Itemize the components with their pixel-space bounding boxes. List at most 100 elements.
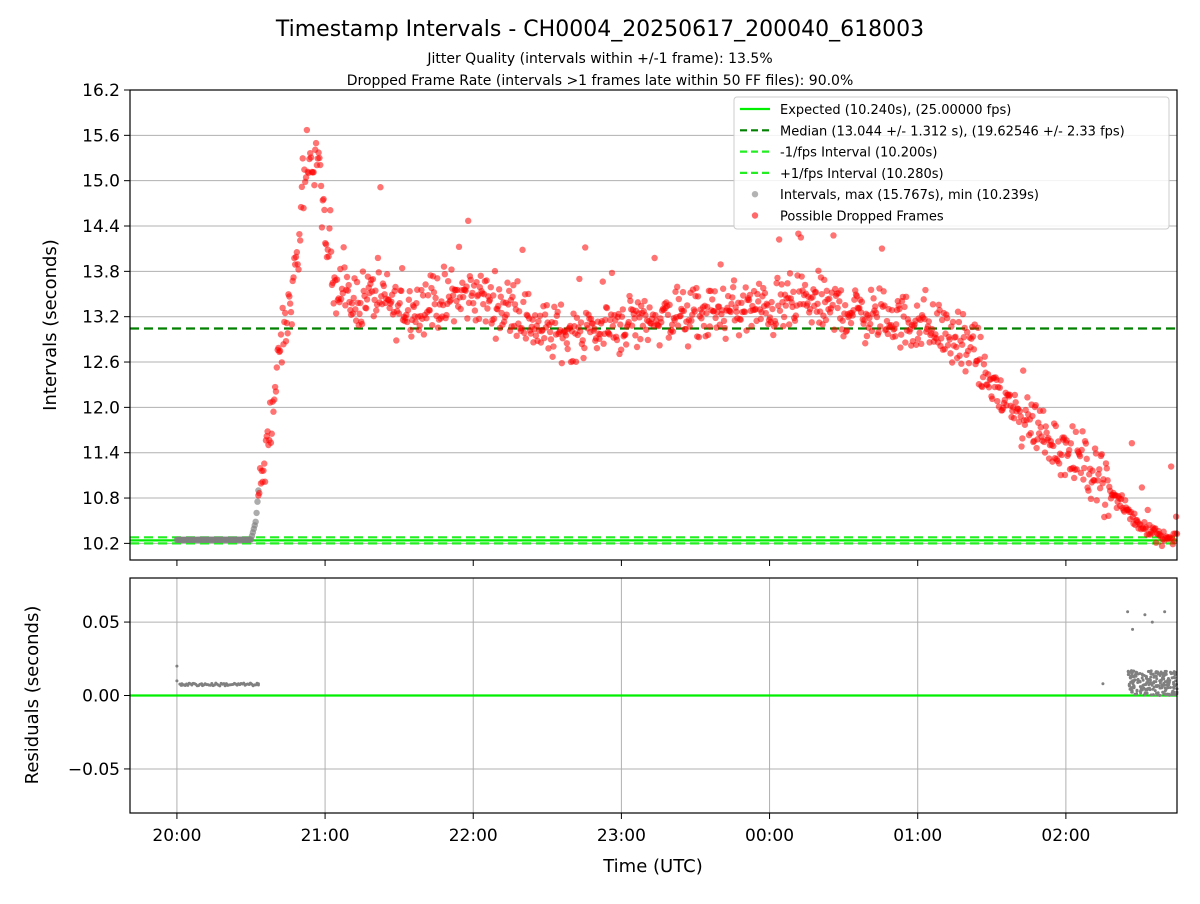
dropped-frame-point bbox=[322, 241, 330, 248]
top-y-tick-label: 16.2 bbox=[82, 81, 120, 101]
dropped-frame-point bbox=[1118, 492, 1126, 499]
residual-point bbox=[1162, 677, 1166, 681]
dropped-frame-point bbox=[925, 318, 932, 325]
dropped-frame-point bbox=[867, 286, 875, 294]
dropped-frame-point bbox=[617, 321, 624, 328]
dropped-frame-point bbox=[958, 360, 965, 367]
dropped-frame-point bbox=[737, 316, 744, 323]
dropped-frame-point bbox=[754, 290, 761, 298]
dropped-frame-point bbox=[1096, 485, 1104, 492]
dropped-frame-point bbox=[784, 280, 791, 287]
top-plot-frame bbox=[129, 89, 1178, 561]
dropped-frame-point bbox=[317, 161, 324, 169]
dropped-frame-point bbox=[1069, 423, 1076, 430]
dropped-frame-point bbox=[680, 307, 688, 315]
dropped-frame-point bbox=[1171, 537, 1178, 545]
dropped-frame-point bbox=[432, 294, 439, 302]
dropped-frame-point bbox=[509, 293, 516, 301]
dropped-frame-point bbox=[1103, 465, 1110, 472]
dropped-frame-point bbox=[628, 322, 636, 329]
dropped-frame-point bbox=[487, 283, 494, 291]
dropped-frame-point bbox=[282, 337, 290, 345]
dropped-frame-point bbox=[743, 327, 750, 334]
x-tick-label: 00:00 bbox=[745, 826, 794, 846]
dropped-frame-point bbox=[510, 281, 517, 289]
residual-point bbox=[1131, 627, 1135, 631]
residual-point bbox=[1146, 680, 1150, 684]
dropped-frame-point bbox=[1172, 513, 1180, 520]
residual-point bbox=[1126, 672, 1130, 676]
dropped-frame-point bbox=[429, 321, 436, 329]
dropped-frame-point bbox=[296, 237, 304, 244]
residual-point bbox=[1143, 613, 1147, 617]
dropped-frame-point bbox=[755, 280, 763, 287]
dropped-frame-point bbox=[1138, 484, 1146, 491]
dropped-frame-point bbox=[637, 335, 644, 343]
dropped-frame-point bbox=[440, 263, 448, 270]
dropped-frame-point bbox=[938, 316, 946, 324]
dropped-frame-point bbox=[928, 325, 936, 333]
dropped-frame-point bbox=[949, 318, 957, 326]
dropped-frame-point bbox=[603, 304, 611, 312]
dropped-frame-point bbox=[872, 303, 879, 310]
dropped-frame-point bbox=[916, 329, 923, 337]
dropped-frame-point bbox=[434, 324, 442, 331]
top-y-tick-label: 12.0 bbox=[82, 398, 120, 418]
dropped-frame-point bbox=[398, 264, 406, 272]
dropped-frame-point bbox=[878, 245, 886, 252]
dropped-frame-point bbox=[644, 336, 652, 344]
residual-point bbox=[1152, 685, 1156, 689]
dropped-frame-point bbox=[658, 319, 665, 326]
dropped-frame-point bbox=[622, 341, 630, 348]
dropped-frame-point bbox=[486, 296, 494, 304]
legend-label: Median (13.044 +/- 1.312 s), (19.62546 +… bbox=[780, 124, 1125, 139]
residual-point bbox=[1136, 680, 1140, 684]
residual-point bbox=[1171, 671, 1175, 675]
dropped-frame-point bbox=[812, 288, 820, 296]
residual-point bbox=[256, 683, 260, 687]
dropped-frame-point bbox=[1160, 528, 1167, 535]
dropped-frame-point bbox=[1055, 438, 1062, 445]
dropped-frame-point bbox=[596, 335, 603, 343]
dropped-frame-point bbox=[572, 358, 580, 365]
legend-box bbox=[733, 96, 1170, 230]
dropped-frame-point bbox=[790, 288, 797, 296]
dropped-frame-point bbox=[834, 304, 841, 312]
dropped-frame-point bbox=[465, 217, 472, 225]
dropped-frame-point bbox=[363, 305, 370, 312]
dropped-frame-point bbox=[646, 304, 653, 311]
dropped-frame-point bbox=[837, 287, 845, 294]
bottom-y-tick-label: 0.00 bbox=[82, 687, 120, 707]
dropped-frame-point bbox=[573, 314, 581, 321]
dropped-frame-point bbox=[395, 310, 403, 317]
dropped-frame-point bbox=[359, 268, 367, 275]
dropped-frame-point bbox=[1055, 460, 1063, 467]
dropped-frame-point bbox=[722, 335, 729, 342]
dropped-frame-point bbox=[430, 289, 438, 296]
x-tick-label: 23:00 bbox=[597, 826, 646, 846]
dropped-frame-point bbox=[674, 322, 682, 329]
dropped-frame-point bbox=[535, 318, 542, 325]
dropped-frame-point bbox=[1087, 495, 1095, 503]
dropped-frame-point bbox=[1077, 469, 1085, 477]
residual-point bbox=[1170, 693, 1174, 697]
dropped-frame-point bbox=[700, 322, 708, 330]
residual-point bbox=[1148, 682, 1152, 686]
dropped-frame-point bbox=[698, 315, 705, 322]
residual-point bbox=[1126, 610, 1130, 614]
dropped-frame-point bbox=[1091, 445, 1099, 452]
residual-point bbox=[1155, 677, 1159, 681]
dropped-frame-point bbox=[372, 287, 379, 294]
dropped-frame-point bbox=[327, 207, 334, 214]
dropped-frame-point bbox=[902, 293, 910, 301]
dropped-frame-point bbox=[398, 287, 405, 295]
dropped-frame-point bbox=[920, 296, 927, 303]
dropped-frame-point bbox=[577, 319, 585, 326]
dropped-frame-point bbox=[984, 371, 992, 378]
dropped-frame-point bbox=[721, 324, 729, 332]
dropped-frame-point bbox=[484, 305, 491, 312]
residual-point bbox=[1145, 691, 1149, 695]
dropped-frame-point bbox=[1015, 418, 1023, 426]
dropped-frame-point bbox=[340, 244, 347, 251]
dropped-frame-point bbox=[847, 319, 855, 327]
